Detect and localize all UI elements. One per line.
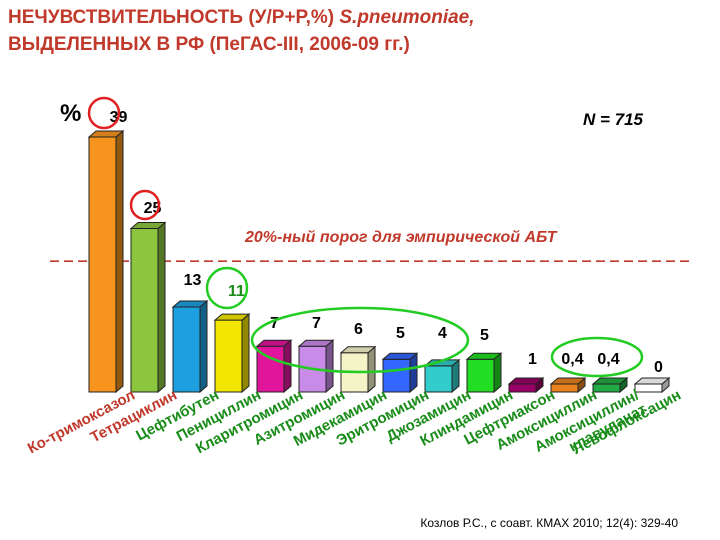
bar-4 (213, 312, 251, 394)
bar-12 (549, 376, 587, 394)
bar-top (633, 377, 671, 385)
bar-top (129, 222, 167, 230)
bar-front (130, 228, 159, 393)
bar-top (591, 377, 629, 385)
bar-side (325, 339, 334, 394)
value-label: 6 (354, 321, 363, 338)
bar-14 (633, 376, 671, 394)
chart-title: НЕЧУВСТВИТЕЛЬНОСТЬ (У/Р+Р,%) S.pneumonia… (8, 4, 708, 58)
bar-top (507, 377, 545, 385)
bar-front (634, 383, 663, 393)
bar-6 (297, 339, 335, 394)
highlight-circle (87, 96, 121, 130)
bar-top (339, 346, 377, 354)
bar-2 (129, 221, 167, 394)
title-line1: НЕЧУВСТВИТЕЛЬНОСТЬ (У/Р+Р,%) (8, 7, 335, 28)
highlight-ellipse-macrolides (250, 306, 470, 374)
value-label: 1 (528, 351, 537, 368)
bar-side (367, 345, 376, 394)
bar-top (213, 313, 251, 321)
value-label: 11 (228, 283, 245, 300)
threshold-label: 20%-ный порог для эмпирической АБТ (245, 229, 557, 246)
bar-13 (591, 376, 629, 394)
bar-front (88, 136, 117, 393)
value-label: 4 (438, 325, 447, 342)
y-unit-label: % (60, 100, 82, 127)
value-label: 0,4 (597, 351, 619, 368)
bar-side (409, 352, 418, 394)
bar-front (214, 319, 243, 393)
value-label: 5 (480, 327, 489, 344)
bar-front (466, 358, 495, 393)
title-organism: S.pneumoniae, (339, 7, 475, 28)
bar-3 (171, 299, 209, 394)
bar-top (549, 377, 587, 385)
highlight-circle (129, 189, 161, 221)
bar-side (283, 339, 292, 394)
source-citation: Козлов Р.С., с соавт. КМАХ 2010; 12(4): … (420, 516, 678, 530)
bar-front (382, 358, 411, 393)
bar-top (465, 352, 503, 360)
value-label: 5 (396, 325, 405, 342)
bar-front (172, 306, 201, 393)
value-label: 7 (312, 315, 321, 332)
bar-9 (423, 358, 461, 394)
bar-1 (87, 129, 125, 394)
bar-front (424, 365, 453, 393)
bar-10 (465, 352, 503, 394)
bar-side (199, 299, 208, 394)
bar-side (493, 352, 502, 394)
bar-top (87, 130, 125, 138)
bar-top (297, 339, 335, 347)
highlight-circle (205, 266, 249, 310)
bar-side (241, 312, 250, 394)
bar-front (550, 383, 579, 393)
bar-top (171, 300, 209, 308)
value-label: 0,4 (561, 351, 583, 368)
bar-8 (381, 352, 419, 394)
bar-side (115, 129, 124, 394)
title-line2: ВЫДЕЛЕННЫХ В РФ (ПеГАС-III, 2006-09 гг.) (8, 34, 410, 55)
bar-top (381, 352, 419, 360)
value-label: 7 (270, 315, 279, 332)
bar-front (592, 383, 621, 393)
sample-size-label: N = 715 (583, 110, 644, 129)
highlight-ellipse-amoxicillin (550, 336, 644, 378)
bar-7 (339, 345, 377, 394)
value-label: 13 (184, 272, 202, 289)
value-label: 0 (654, 359, 663, 376)
bar-5 (255, 339, 293, 394)
bar-side (157, 221, 166, 394)
bar-top (255, 339, 293, 347)
bar-front (508, 383, 537, 393)
bar-11 (507, 376, 545, 394)
